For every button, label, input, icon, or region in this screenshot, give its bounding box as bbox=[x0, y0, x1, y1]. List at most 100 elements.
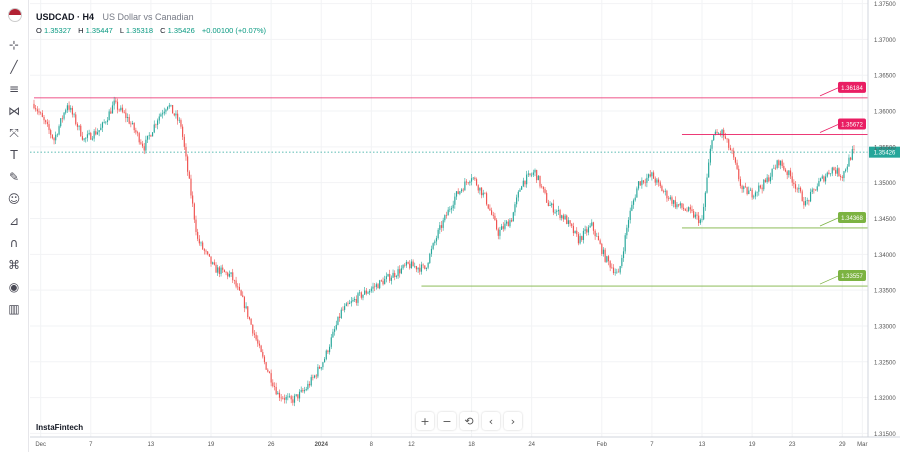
candle-body bbox=[776, 160, 778, 168]
candle-body bbox=[614, 272, 616, 274]
candle-body bbox=[315, 375, 317, 377]
candle-body bbox=[41, 113, 43, 118]
candle-body bbox=[594, 230, 596, 237]
candle-body bbox=[552, 203, 554, 213]
candle-body bbox=[172, 105, 174, 114]
candle-body bbox=[111, 105, 114, 114]
candle-body bbox=[238, 286, 240, 291]
emoji-icon[interactable]: ☺ bbox=[7, 192, 21, 206]
candle-body bbox=[232, 272, 234, 281]
x-tick-label: 29 bbox=[839, 442, 846, 448]
candle-body bbox=[148, 135, 150, 136]
scroll-left-button[interactable]: ‹ bbox=[482, 412, 500, 430]
candle-body bbox=[599, 240, 601, 244]
candle-body bbox=[293, 395, 296, 403]
candle-body bbox=[447, 209, 449, 216]
brush-icon[interactable]: ✎ bbox=[8, 170, 20, 184]
candle-body bbox=[546, 192, 548, 203]
candle-body bbox=[162, 113, 164, 115]
symbol-label[interactable]: USDCAD · H4 bbox=[36, 12, 95, 22]
candle-body bbox=[768, 177, 770, 182]
zoom-in-button[interactable]: + bbox=[416, 412, 434, 430]
candle-body bbox=[621, 257, 623, 267]
forecast-icon[interactable]: ⤧ bbox=[9, 125, 19, 140]
candle-body bbox=[320, 367, 322, 369]
scroll-right-button[interactable]: › bbox=[504, 412, 522, 430]
candle-body bbox=[400, 268, 402, 274]
candle-body bbox=[260, 345, 262, 353]
candle-body bbox=[180, 120, 182, 127]
candle-body bbox=[432, 243, 434, 249]
candle-body bbox=[738, 168, 740, 180]
candle-body bbox=[255, 334, 257, 340]
text-icon[interactable]: T bbox=[10, 148, 18, 162]
candle-body bbox=[355, 299, 357, 303]
x-tick-label: 23 bbox=[789, 442, 796, 448]
fib-icon[interactable]: ≡ bbox=[8, 82, 20, 96]
candle-body bbox=[756, 191, 758, 193]
trend-line-icon[interactable]: ╱ bbox=[10, 60, 18, 74]
candle-body bbox=[145, 139, 147, 151]
candle-body bbox=[850, 157, 852, 160]
magnet-icon[interactable]: ∩ bbox=[9, 236, 19, 250]
candle-body bbox=[749, 189, 752, 191]
candle-body bbox=[329, 346, 331, 353]
candle-body bbox=[60, 118, 62, 127]
candle-body bbox=[616, 271, 618, 273]
candle-body bbox=[156, 120, 159, 125]
candle-body bbox=[101, 122, 104, 128]
candle-body bbox=[394, 272, 396, 277]
candle-body bbox=[182, 126, 184, 137]
candle-body bbox=[607, 256, 610, 262]
us-flag-icon[interactable] bbox=[8, 8, 22, 22]
candle-body bbox=[472, 177, 474, 179]
candle-body bbox=[566, 215, 568, 225]
pattern-icon[interactable]: ⋈ bbox=[8, 104, 20, 118]
candle-body bbox=[632, 200, 635, 205]
candle-body bbox=[198, 238, 200, 244]
candle-body bbox=[429, 253, 431, 263]
candle-body bbox=[121, 107, 124, 112]
candle-body bbox=[556, 211, 558, 213]
candle-body bbox=[663, 191, 665, 192]
candle-body bbox=[539, 175, 541, 187]
candle-body bbox=[36, 109, 38, 112]
x-tick-label: Dec bbox=[35, 442, 46, 448]
candle-body bbox=[384, 279, 386, 285]
candle-body bbox=[784, 169, 787, 172]
x-tick-label: 12 bbox=[408, 442, 415, 448]
candle-body bbox=[420, 264, 423, 272]
candle-body bbox=[197, 231, 199, 239]
x-tick-label: 18 bbox=[468, 442, 475, 448]
high-label: H bbox=[78, 26, 84, 35]
reset-button[interactable]: ⟲ bbox=[460, 412, 478, 430]
lock-icon[interactable]: ⌘ bbox=[8, 258, 20, 272]
x-tick-label: Mar bbox=[857, 442, 867, 448]
candle-body bbox=[88, 132, 90, 135]
candle-body bbox=[799, 187, 802, 192]
candle-body bbox=[133, 122, 135, 131]
trash-icon[interactable]: ▥ bbox=[8, 302, 20, 316]
y-tick-label: 1.34500 bbox=[874, 217, 896, 223]
candle-body bbox=[465, 181, 468, 183]
candle-body bbox=[791, 176, 793, 183]
candle-body bbox=[51, 134, 53, 139]
low-label: L bbox=[119, 26, 124, 35]
candle-body bbox=[344, 306, 346, 310]
candle-body bbox=[606, 256, 608, 262]
candle-body bbox=[698, 215, 700, 224]
ruler-icon[interactable]: ⊿ bbox=[8, 214, 20, 228]
candle-body bbox=[830, 173, 832, 175]
candle-body bbox=[273, 386, 276, 387]
candle-body bbox=[445, 215, 448, 216]
candle-body bbox=[143, 146, 145, 151]
candle-body bbox=[58, 126, 60, 135]
candle-body bbox=[819, 178, 822, 181]
candle-body bbox=[601, 243, 603, 254]
crosshair-icon[interactable]: ⊹ bbox=[8, 38, 20, 52]
eye-icon[interactable]: ◉ bbox=[8, 280, 20, 294]
candle-body bbox=[679, 203, 681, 206]
zoom-out-button[interactable]: − bbox=[438, 412, 456, 430]
